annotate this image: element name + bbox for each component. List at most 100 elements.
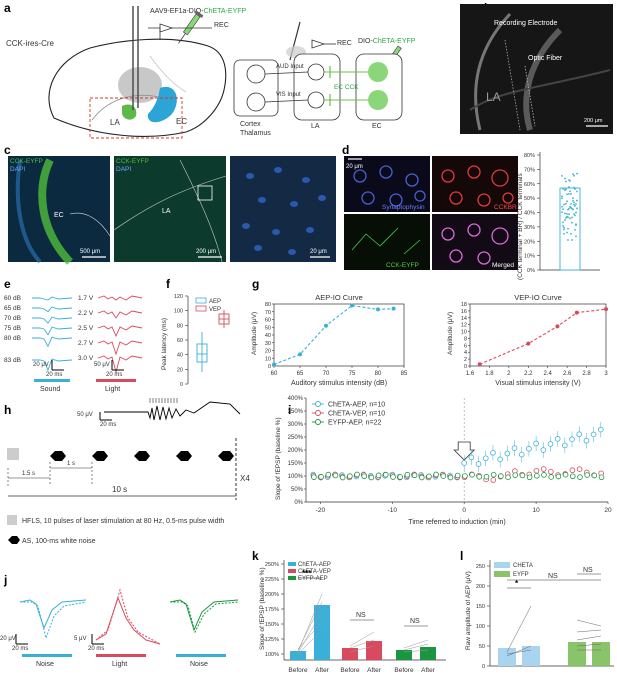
i-data-point xyxy=(498,473,504,479)
panel-a: a CCK-ires-Cre AAV9-EF1a-DIO-ChETA-EYFP … xyxy=(4,1,416,139)
d-data-point xyxy=(568,192,570,195)
l-legend-eyfp: EYFP xyxy=(513,572,529,578)
d-data-point xyxy=(571,207,573,210)
y-axis-label: Amplitude (μV) xyxy=(251,312,258,355)
io-data-point xyxy=(376,307,380,312)
d-ytick: 20% xyxy=(524,239,535,245)
panel-letter-f: f xyxy=(166,277,171,291)
f-ylabel: Peak latency (ms) xyxy=(161,318,168,370)
e-sound-level: 70 dB xyxy=(4,315,21,322)
k-ytick: 150% xyxy=(265,622,279,628)
e-sound-trace xyxy=(32,306,73,313)
i-data-point xyxy=(368,474,375,481)
d-data-point xyxy=(566,212,568,215)
x-tick: 2.8 xyxy=(582,371,591,377)
i-data-point xyxy=(548,468,554,475)
i-data-point xyxy=(569,436,575,443)
panel-letter-a: a xyxy=(4,1,11,15)
i-data-point xyxy=(418,474,425,481)
y-tick: 70 xyxy=(265,310,271,316)
d-data-point xyxy=(566,193,568,196)
d-data-point xyxy=(561,197,563,200)
chart-title: VEP-IO Curve xyxy=(514,293,562,302)
y-tick: 60 xyxy=(265,318,271,324)
h-scale-v: 50 μV xyxy=(77,412,93,418)
i-data-point xyxy=(562,471,569,478)
circuit-diagram: REC DIO-ChETA-EYFP AUD Input VIS Input xyxy=(233,21,416,137)
la2-label: LA xyxy=(311,123,320,130)
d-data-point xyxy=(572,199,574,202)
d-ytick: 30% xyxy=(524,225,535,231)
d-data-point xyxy=(576,199,578,202)
zoom-box xyxy=(89,97,183,139)
d-data-point xyxy=(568,207,570,210)
i-data-point xyxy=(541,472,547,478)
rec2-label: REC xyxy=(337,40,352,47)
e-scale2-v: 50 μV xyxy=(94,362,110,368)
i-ytick: 300% xyxy=(288,422,304,428)
io-data-point xyxy=(604,307,608,312)
d-data-point xyxy=(570,202,572,205)
d-ytick: 50% xyxy=(524,196,535,202)
x-axis-label: Visual stimulus intensity (V) xyxy=(495,380,580,387)
d-data-point xyxy=(576,207,578,210)
i-data-point xyxy=(318,474,324,480)
d-data-point xyxy=(567,216,569,219)
d-data-point xyxy=(576,172,578,175)
k-legend-cheta-aep: ChETA-AEP xyxy=(298,562,331,568)
j-noise: Noise xyxy=(36,661,54,668)
i-data-point xyxy=(591,472,598,479)
i-data-point xyxy=(482,455,489,462)
i-data-point xyxy=(447,474,454,481)
i-data-point xyxy=(361,473,368,480)
i-data-point xyxy=(577,474,583,480)
i-data-point xyxy=(569,467,576,474)
i-data-point xyxy=(555,473,562,480)
h-scale-t: 20 ms xyxy=(100,422,116,428)
light-label: Light xyxy=(105,386,120,393)
dapi-label: DAPI xyxy=(10,166,25,173)
k-ytick: 175% xyxy=(265,607,279,613)
la-label: LA xyxy=(110,118,120,127)
d-ytick: 70% xyxy=(524,167,535,173)
j-s2t: 20 ms xyxy=(88,646,104,652)
mouse-line-label: CCK-ires-Cre xyxy=(6,39,55,48)
i-data-point xyxy=(375,472,382,479)
f-ytick: 20 xyxy=(177,367,183,373)
i-data-point xyxy=(526,474,533,481)
e-scale2-t: 20 ms xyxy=(106,372,122,378)
k-ytick: 100% xyxy=(265,652,279,658)
i-ytick: 100% xyxy=(288,474,304,480)
io-curve-line xyxy=(479,308,607,365)
i-data-point xyxy=(512,472,519,478)
l-ylabel: Raw amplitude of AEP (μV) xyxy=(465,571,472,650)
panel-c: c CCK-EYFP DAPI EC 500 μm CCK-EYFP DAPI … xyxy=(4,143,336,265)
io-data-point xyxy=(477,362,482,367)
l-ytick: 200 xyxy=(476,584,485,590)
scale-c1: 500 μm xyxy=(80,249,100,255)
i-data-point xyxy=(533,467,540,474)
d-data-point xyxy=(573,174,575,177)
d-data-point xyxy=(561,175,563,177)
e-scale1-v: 20 μV xyxy=(33,362,49,368)
ec-label-c: EC xyxy=(54,212,64,219)
histology-c3 xyxy=(230,156,336,262)
i-data-point xyxy=(569,473,576,480)
ec2-label: EC xyxy=(372,123,382,130)
panel-letter-j: j xyxy=(3,573,7,587)
i-ytick: 150% xyxy=(288,461,304,467)
i-data-point xyxy=(383,471,389,478)
panel-letter-i: i xyxy=(288,403,291,417)
panel-b: b Recording Electrode Optic Fiber LA 200… xyxy=(460,1,613,134)
d-percentage-bar-chart: 0% 10% 20% 30% 40% 50% 60% 70% 80% (CCK terminal… xyxy=(517,152,600,280)
panel-letter-l: l xyxy=(460,549,463,563)
i-data-point xyxy=(598,474,605,481)
j-light: Light xyxy=(112,661,127,668)
i-data-point xyxy=(433,471,439,478)
ec-cck-label: EC CCK xyxy=(334,84,359,91)
aud-input-label: AUD Input xyxy=(276,64,304,70)
e-sound-trace xyxy=(32,326,73,336)
d-data-point xyxy=(564,219,566,221)
y-axis-label: Amplitude (μV) xyxy=(447,312,454,355)
i-data-point xyxy=(548,474,554,480)
